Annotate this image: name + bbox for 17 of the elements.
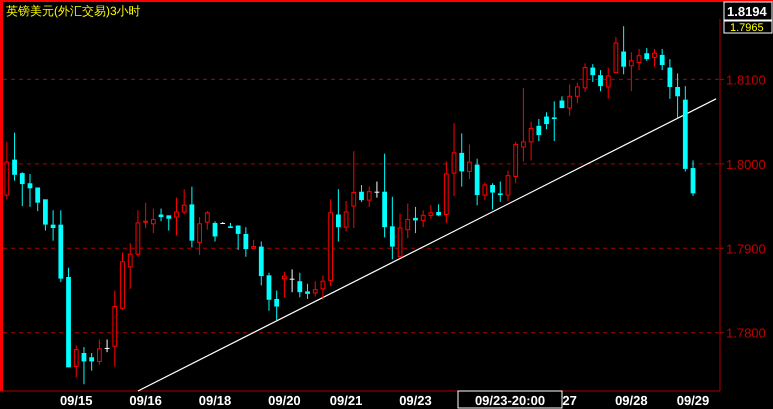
x-tick-label: 09/21 xyxy=(330,393,362,408)
x-tick-label: 09/28 xyxy=(615,393,648,408)
y-tick-label: 1.7900 xyxy=(726,241,766,256)
text: 09/23-20:00 xyxy=(474,393,546,408)
x-tick-label: 09/16 xyxy=(129,393,162,408)
chart-title: 英镑美元(外汇交易)3小时 xyxy=(6,4,141,18)
text: 1.8194 xyxy=(727,4,768,19)
x-tick-label: 09/20 xyxy=(268,393,301,408)
x-tick-label: 27 xyxy=(562,393,577,408)
x-tick-label: 09/29 xyxy=(676,393,710,408)
x-tick-label: 09/15 xyxy=(60,393,93,408)
y-tick-label: 1.8100 xyxy=(726,72,766,88)
text: 1.7965 xyxy=(730,22,764,34)
y-tick-label: 1.8000 xyxy=(726,156,766,172)
x-tick-label: 09/18 xyxy=(198,393,232,408)
y-tick-label: 1.7800 xyxy=(726,326,766,341)
x-tick-label: 09/23 xyxy=(399,393,432,408)
